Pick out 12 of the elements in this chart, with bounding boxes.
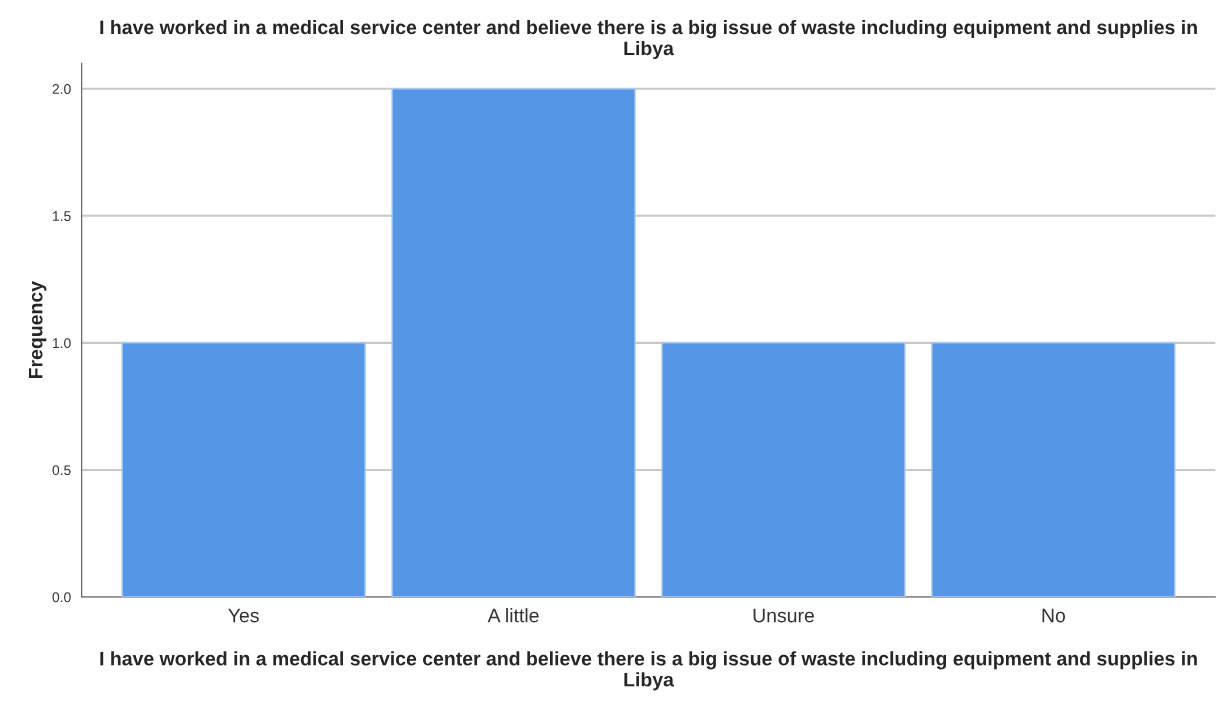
x-tick-label: Yes	[228, 608, 259, 623]
x-axis-title: I have worked in a medical service center and believe there is a big issue of waste including equipment and supplies in Libya	[100, 651, 1197, 691]
x-tick-label: A little	[487, 608, 539, 623]
y-axis-title: Frequency	[28, 281, 47, 379]
y-tick-label: 1.5	[53, 211, 71, 221]
y-tick-label: 1.0	[53, 338, 71, 349]
x-tick-label: Unsure	[753, 608, 814, 623]
chart-title: I have worked in a medical service center and believe there is a big issue of waste including equipment and supplies in Libya	[100, 19, 1197, 60]
y-tick-label: 2.0	[52, 84, 71, 94]
x-tick-label: No	[1042, 608, 1065, 623]
y-tick-label: 0.0	[52, 592, 71, 603]
y-tick-label: 0.5	[52, 465, 71, 476]
